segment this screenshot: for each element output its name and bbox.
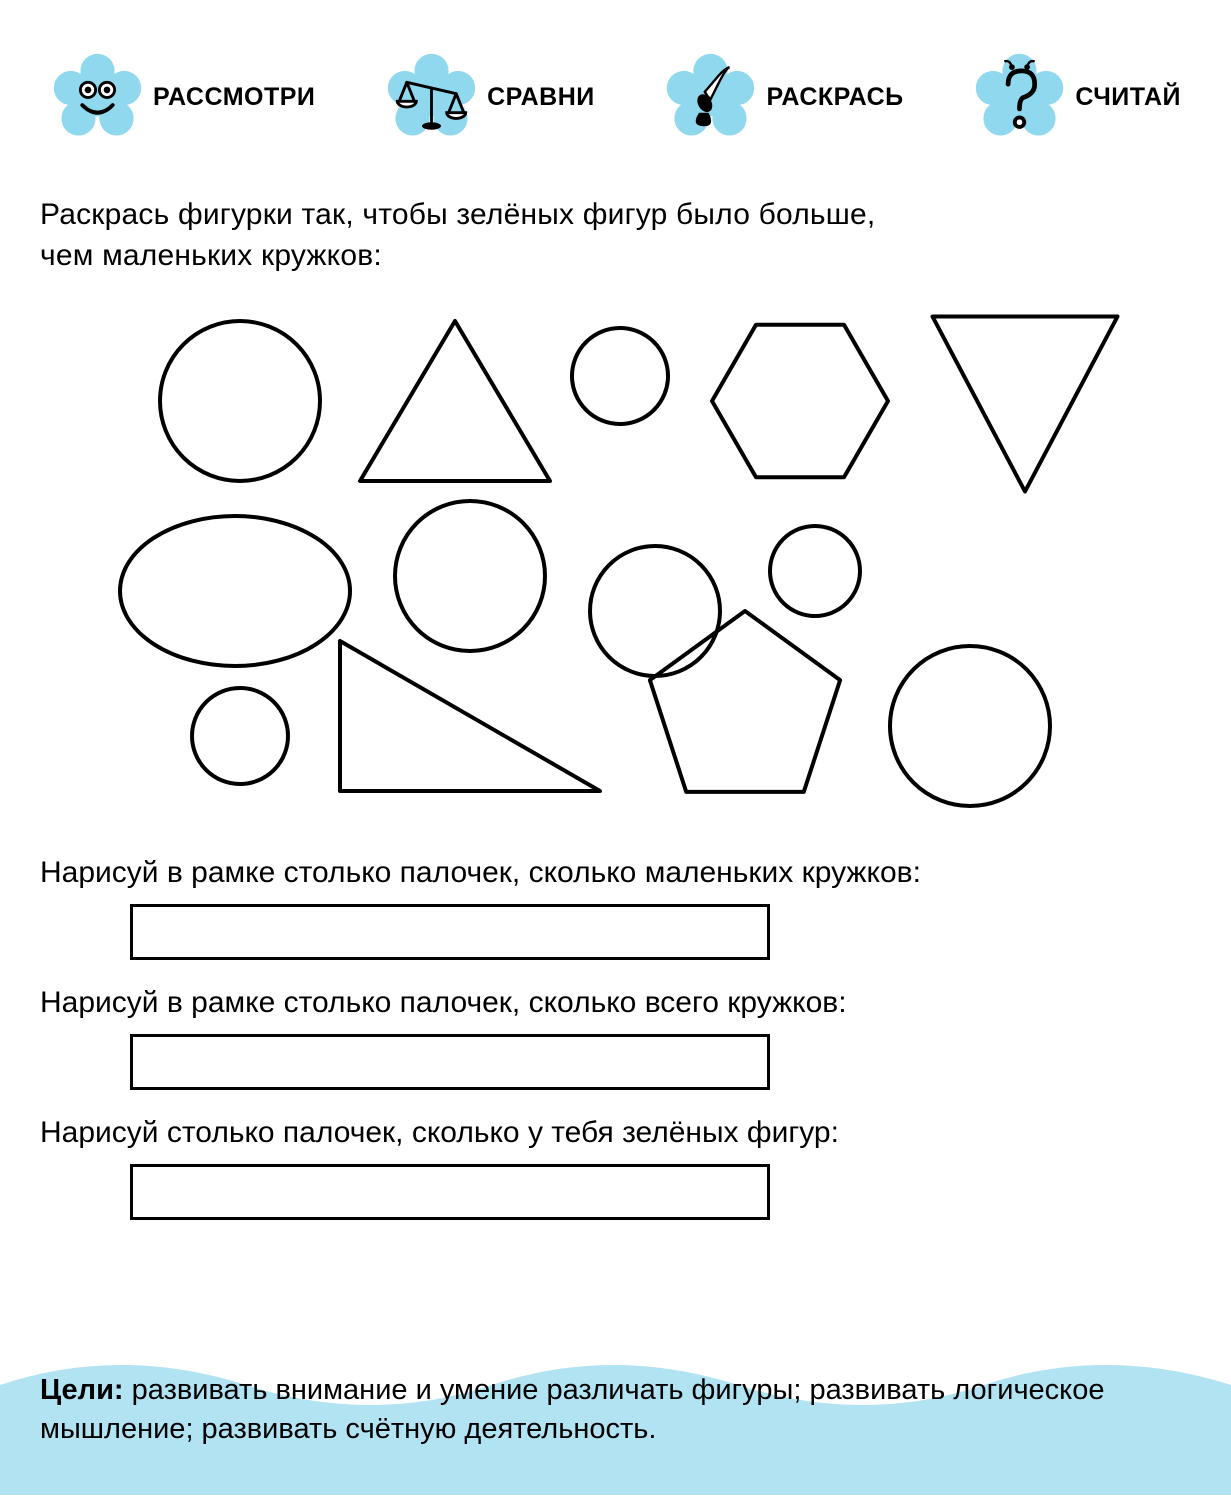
header-item-color: РАСКРАСЬ <box>663 50 903 145</box>
shape-circle[interactable] <box>590 546 720 676</box>
instruction-line2: чем маленьких кружков: <box>40 239 382 272</box>
header-label-color: РАСКРАСЬ <box>766 83 903 112</box>
brush-flower-icon <box>663 50 758 145</box>
shape-pentagon[interactable] <box>650 611 840 792</box>
header-label-compare: СРАВНИ <box>487 83 595 112</box>
task-3-box[interactable] <box>130 1164 770 1220</box>
task-2: Нарисуй в рамке столько палочек, сколько… <box>40 986 1191 1090</box>
header-row: РАССМОТРИ <box>40 50 1191 145</box>
shapes-area <box>40 306 1191 816</box>
task-2-text: Нарисуй в рамке столько палочек, сколько… <box>40 986 1191 1020</box>
shape-right-triangle[interactable] <box>340 641 600 791</box>
header-item-compare: СРАВНИ <box>384 50 595 145</box>
goals-body: развивать внимание и умение различать фи… <box>40 1374 1104 1445</box>
header-item-look: РАССМОТРИ <box>50 50 315 145</box>
goals-text: Цели: развивать внимание и умение различ… <box>40 1371 1191 1449</box>
task-1-box[interactable] <box>130 904 770 960</box>
shape-circle[interactable] <box>770 526 860 616</box>
shape-circle[interactable] <box>572 328 668 424</box>
task-3: Нарисуй столько палочек, сколько у тебя … <box>40 1116 1191 1220</box>
header-label-look: РАССМОТРИ <box>153 83 315 112</box>
header-item-count: СЧИТАЙ <box>972 50 1181 145</box>
scales-flower-icon <box>384 50 479 145</box>
shape-circle[interactable] <box>890 646 1050 806</box>
shape-circle[interactable] <box>160 321 320 481</box>
header-label-count: СЧИТАЙ <box>1075 83 1181 112</box>
goals-label: Цели: <box>40 1374 124 1406</box>
task-1-text: Нарисуй в рамке столько палочек, сколько… <box>40 856 1191 890</box>
shape-triangle-down[interactable] <box>933 317 1118 492</box>
shape-hexagon[interactable] <box>712 325 888 477</box>
worksheet-page: РАССМОТРИ <box>0 0 1231 1500</box>
shape-ellipse[interactable] <box>120 516 350 666</box>
smiley-flower-icon <box>50 50 145 145</box>
shape-triangle-up[interactable] <box>360 321 550 481</box>
task-2-box[interactable] <box>130 1034 770 1090</box>
task-1: Нарисуй в рамке столько палочек, сколько… <box>40 856 1191 960</box>
question-flower-icon <box>972 50 1067 145</box>
task-3-text: Нарисуй столько палочек, сколько у тебя … <box>40 1116 1191 1150</box>
main-instruction: Раскрась фигурки так, чтобы зелёных фигу… <box>40 195 1191 276</box>
shape-circle[interactable] <box>395 501 545 651</box>
instruction-line1: Раскрась фигурки так, чтобы зелёных фигу… <box>40 198 875 231</box>
shape-circle[interactable] <box>192 688 288 784</box>
